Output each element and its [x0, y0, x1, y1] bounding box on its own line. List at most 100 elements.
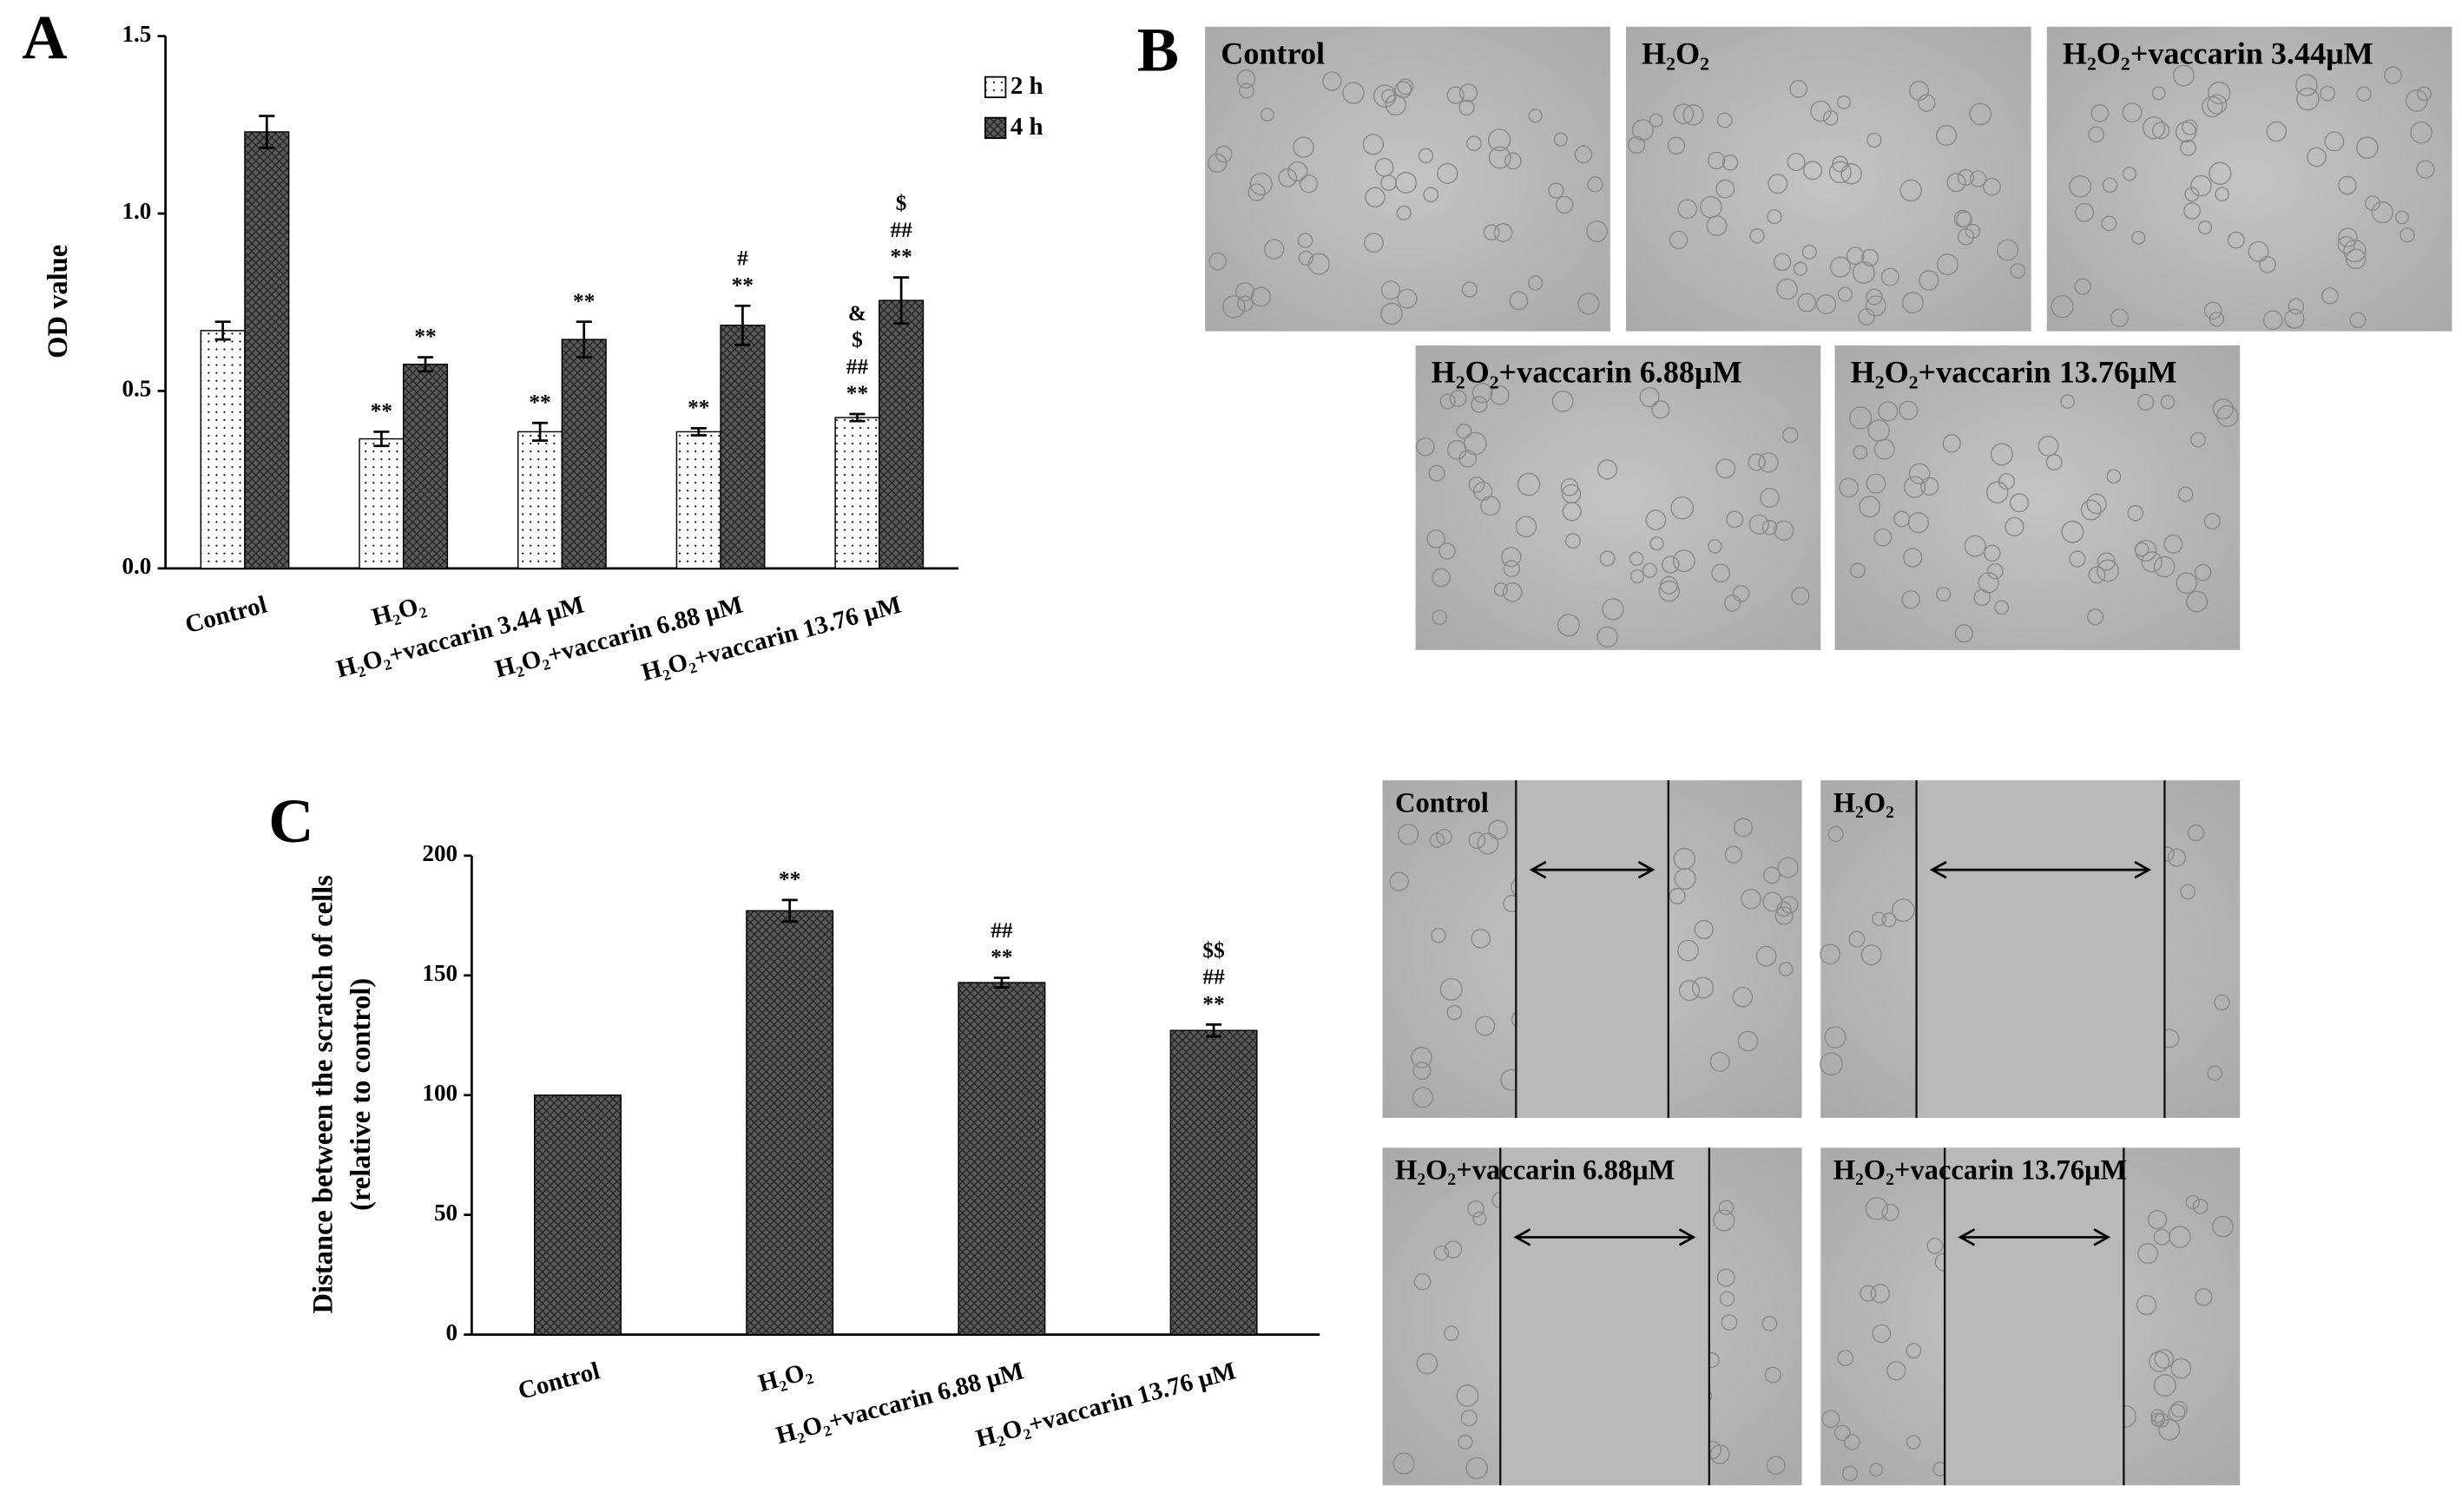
cell: [1411, 1047, 1432, 1068]
significance-mark: ##: [846, 354, 869, 378]
legend-swatch: [984, 116, 1007, 140]
cell: [1236, 69, 1256, 89]
cell: [1715, 458, 1736, 479]
cell: [2338, 175, 2357, 195]
cell: [1428, 464, 1445, 482]
cell: [2106, 469, 2122, 484]
cell: [1776, 278, 1798, 300]
bar: [879, 299, 925, 569]
bar: [534, 1095, 622, 1336]
cell: [1432, 568, 1451, 588]
cell: [1438, 542, 1456, 560]
bar: [958, 982, 1046, 1336]
cell: [1299, 174, 1319, 194]
cell: [1860, 944, 1882, 966]
significance-mark: **: [573, 289, 595, 313]
cell: [1234, 282, 1255, 302]
cell: [2127, 504, 2144, 522]
cell: [1716, 1268, 1735, 1287]
cell: [1501, 546, 1522, 568]
cell: [1456, 423, 1472, 439]
cell: [1791, 587, 1810, 606]
cell: [2227, 231, 2245, 249]
cell: [1732, 584, 1750, 602]
cell: [1758, 452, 1779, 473]
cell: [1824, 1026, 1846, 1049]
cell: [2349, 312, 2367, 329]
cell: [1829, 256, 1852, 278]
cell: [2365, 195, 2380, 212]
cell: [1555, 195, 1574, 214]
cell: [1781, 426, 1799, 444]
y-tick-label: 200: [422, 840, 458, 866]
cell: [1903, 476, 1926, 498]
cell: [1823, 109, 1839, 126]
significance-mark: $: [852, 328, 863, 352]
cell: [2356, 136, 2379, 159]
cell: [1760, 487, 1780, 508]
cell: [1867, 419, 1890, 442]
cell: [2151, 86, 2166, 101]
cell: [1774, 520, 1794, 541]
cell: [1503, 560, 1521, 577]
cell: [1477, 832, 1499, 855]
cell: [1627, 135, 1646, 154]
cell: [1906, 1343, 1922, 1359]
cell: [1781, 896, 1799, 914]
cell: [2214, 994, 2230, 1011]
cell: [1844, 1434, 1860, 1450]
cell: [1737, 1030, 1759, 1052]
cell: [2321, 286, 2339, 305]
cell: [1837, 286, 1853, 302]
cell: [1726, 510, 1744, 529]
cell: [2061, 520, 2084, 543]
cell: [1987, 562, 2004, 580]
panel-letter: C: [268, 786, 313, 856]
cell: [1293, 136, 1314, 158]
error-bar: [993, 976, 1010, 989]
cell: [2080, 499, 2102, 521]
cell: [1466, 135, 1482, 152]
cell: [2284, 308, 2305, 329]
cell: [1985, 481, 2009, 504]
error-bar: [893, 276, 910, 325]
cell: [2405, 89, 2428, 112]
cell: [1458, 450, 1478, 468]
cell: [1373, 84, 1397, 108]
significance-mark: &: [848, 301, 866, 325]
cell: [1774, 906, 1794, 925]
cell: [1677, 939, 1699, 962]
cell: [2207, 1065, 2223, 1081]
significance-mark: $: [896, 191, 907, 215]
cell: [1711, 563, 1731, 583]
cell: [1423, 187, 1439, 203]
cell: [1527, 275, 1544, 291]
cell: [2142, 116, 2166, 140]
distance-arrow: [1529, 860, 1656, 879]
cell: [1596, 626, 1618, 648]
cell: [1789, 80, 1808, 98]
cell: [2262, 310, 2283, 331]
cell: [1969, 170, 1987, 187]
cell: [1767, 208, 1782, 225]
cell: [2183, 202, 2201, 220]
error-bar: [373, 431, 390, 448]
cell: [1866, 473, 1886, 494]
cell: [1709, 1051, 1730, 1072]
y-tick-label: 0.0: [122, 553, 151, 579]
cell: [1487, 128, 1511, 152]
cell: [1776, 901, 1792, 917]
cell: [1964, 535, 1986, 557]
cell: [2212, 1215, 2234, 1238]
x-tick-label: H₂O₂+vaccarin 13.76 μM: [639, 591, 905, 687]
x-tick-label: Control: [515, 1357, 602, 1405]
cell: [1954, 624, 1973, 643]
cell: [2086, 493, 2107, 515]
cell: [1899, 400, 1919, 421]
cell: [1674, 867, 1696, 891]
cell: [2187, 824, 2205, 842]
cell: [2154, 1349, 2175, 1369]
cell: [1596, 459, 1618, 480]
legend-label: 2 h: [1010, 72, 1043, 100]
cell: [2167, 848, 2187, 867]
